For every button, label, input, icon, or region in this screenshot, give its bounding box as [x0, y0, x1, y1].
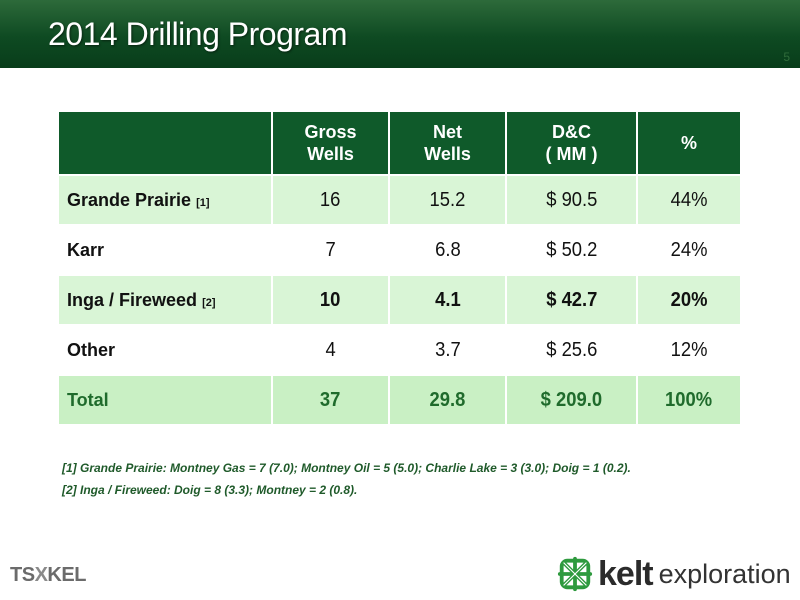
area-name: Total — [67, 389, 109, 410]
header-percent: % — [637, 112, 740, 175]
header-area — [59, 112, 273, 175]
gross-wells-cell: 10 — [272, 274, 390, 325]
net-wells-cell: 4.1 — [389, 274, 507, 325]
percent-cell: 44% — [637, 174, 740, 225]
exploration-wordmark: exploration — [658, 559, 791, 589]
percent-cell: 12% — [637, 324, 740, 375]
gross-wells-cell: 16 — [272, 174, 390, 225]
table-row: Karr 7 6.8 $ 50.2 24% — [59, 224, 740, 275]
table-header-row: Gross Wells Net Wells D&C ( MM ) % — [59, 112, 740, 175]
percent-cell: 100% — [637, 374, 740, 424]
slide-title: 2014 Drilling Program — [48, 16, 347, 52]
header-gross-wells: Gross Wells — [272, 112, 390, 175]
table-row: Inga / Fireweed [2] 10 4.1 $ 42.7 20% — [59, 274, 740, 325]
net-wells-cell: 15.2 — [389, 174, 507, 225]
table-row: Other 4 3.7 $ 25.6 12% — [59, 324, 740, 375]
net-wells-cell: 6.8 — [389, 224, 507, 275]
area-label: Inga / Fireweed [2] — [59, 274, 273, 325]
kelt-wordmark: kelt — [598, 555, 654, 593]
net-wells-cell: 3.7 — [389, 324, 507, 375]
dc-cell: $ 209.0 — [506, 374, 638, 424]
dc-cell: $ 42.7 — [506, 274, 638, 325]
area-label: Total — [59, 374, 273, 424]
header-net-wells: Net Wells — [389, 112, 507, 175]
drilling-program-table: Gross Wells Net Wells D&C ( MM ) % Grand… — [59, 112, 740, 424]
table-total-row: Total 37 29.8 $ 209.0 100% — [59, 374, 740, 424]
area-note: [1] — [196, 196, 210, 209]
percent-cell: 24% — [637, 224, 740, 275]
tsx-kel-logo: TSXKEL — [10, 564, 86, 587]
gross-wells-cell: 37 — [272, 374, 390, 424]
celtic-knot-icon — [557, 556, 593, 592]
footnote-2: [2] Inga / Fireweed: Doig = 8 (3.3); Mon… — [62, 483, 358, 497]
net-wells-cell: 29.8 — [389, 374, 507, 424]
percent-cell: 20% — [637, 274, 740, 325]
tsx-logo-right: KEL — [47, 564, 86, 586]
kelt-exploration-logo: kelt exploration — [556, 554, 791, 594]
area-label: Karr — [59, 224, 273, 275]
area-label: Other — [59, 324, 273, 375]
page-number: 5 — [783, 50, 790, 64]
footnote-1: [1] Grande Prairie: Montney Gas = 7 (7.0… — [62, 461, 631, 475]
area-label: Grande Prairie [1] — [59, 174, 273, 225]
dc-cell: $ 50.2 — [506, 224, 638, 275]
gross-wells-cell: 4 — [272, 324, 390, 375]
table-row: Grande Prairie [1] 16 15.2 $ 90.5 44% — [59, 174, 740, 225]
slide-header-bar: 2014 Drilling Program — [0, 0, 800, 68]
footnotes: [1] Grande Prairie: Montney Gas = 7 (7.0… — [62, 457, 631, 501]
area-name: Grande Prairie — [67, 189, 192, 210]
area-name: Karr — [67, 239, 105, 260]
gross-wells-cell: 7 — [272, 224, 390, 275]
header-dc-mm: D&C ( MM ) — [506, 112, 638, 175]
tsx-logo-left: TS — [10, 564, 35, 586]
tsx-logo-x: X — [34, 564, 48, 586]
dc-cell: $ 90.5 — [506, 174, 638, 225]
area-note: [2] — [202, 296, 216, 309]
dc-cell: $ 25.6 — [506, 324, 638, 375]
area-name: Inga / Fireweed — [67, 289, 198, 310]
area-name: Other — [67, 339, 116, 360]
